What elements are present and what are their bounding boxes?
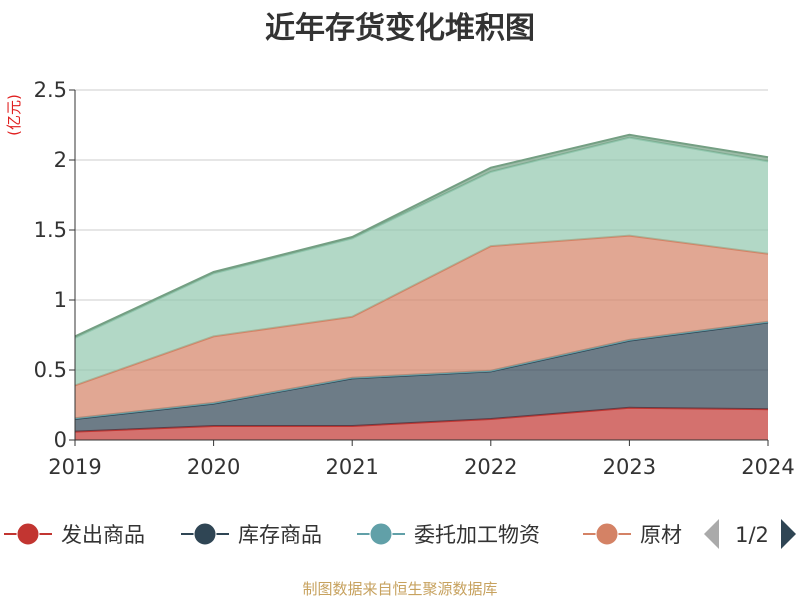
legend-label: 原材 [640,523,682,547]
y-tick-label: 0.5 [34,358,67,382]
legend-item[interactable]: 委托加工物资 [357,522,540,547]
chart-title: 近年存货变化堆积图 [265,11,535,46]
axis-layer: 0 0.5 1 1.5 2 2.5 2019 2020 2021 2022 2023 2024 [34,78,795,479]
area-band-2 [75,322,768,432]
y-tick-label: 2.5 [34,78,67,102]
legend-item[interactable]: 库存商品 [181,522,322,547]
data-source-footer: 制图数据来自恒生聚源数据库 [302,580,497,598]
y-axis-label: (亿元) [5,94,23,136]
legend-marker [595,522,619,546]
area-band-1 [75,407,768,440]
legend-items: 发出商品 库存商品 委托加工物资 原材 [4,522,682,547]
x-tick-label: 2022 [464,455,517,479]
x-tick-label: 2019 [48,455,101,479]
x-tick-label: 2021 [325,455,378,479]
legend-next-arrow-icon[interactable] [781,519,796,549]
legend-label: 发出商品 [61,523,145,547]
x-tick-label: 2024 [741,455,794,479]
area-band-4 [75,235,768,419]
x-tick-label: 2020 [187,455,240,479]
legend-label: 库存商品 [238,523,322,547]
legend-marker [16,522,40,546]
legend-marker [369,522,393,546]
series-line-6 [74,133,769,338]
y-tick-label: 1.5 [34,218,67,242]
y-tick-label: 1 [54,288,67,312]
legend-label: 委托加工物资 [414,523,540,547]
x-tick-label: 2023 [603,455,656,479]
area-layer [74,133,769,440]
legend: 发出商品 库存商品 委托加工物资 原材 1/2 [4,519,796,549]
legend-item[interactable]: 原材 [583,522,682,547]
y-tick-label: 2 [54,148,67,172]
legend-page-indicator: 1/2 [735,523,769,547]
area-band-5 [75,137,768,386]
y-tick-label: 0 [54,428,67,452]
legend-prev-arrow-icon[interactable] [704,519,719,549]
legend-item[interactable]: 发出商品 [4,522,145,547]
legend-marker [193,522,217,546]
